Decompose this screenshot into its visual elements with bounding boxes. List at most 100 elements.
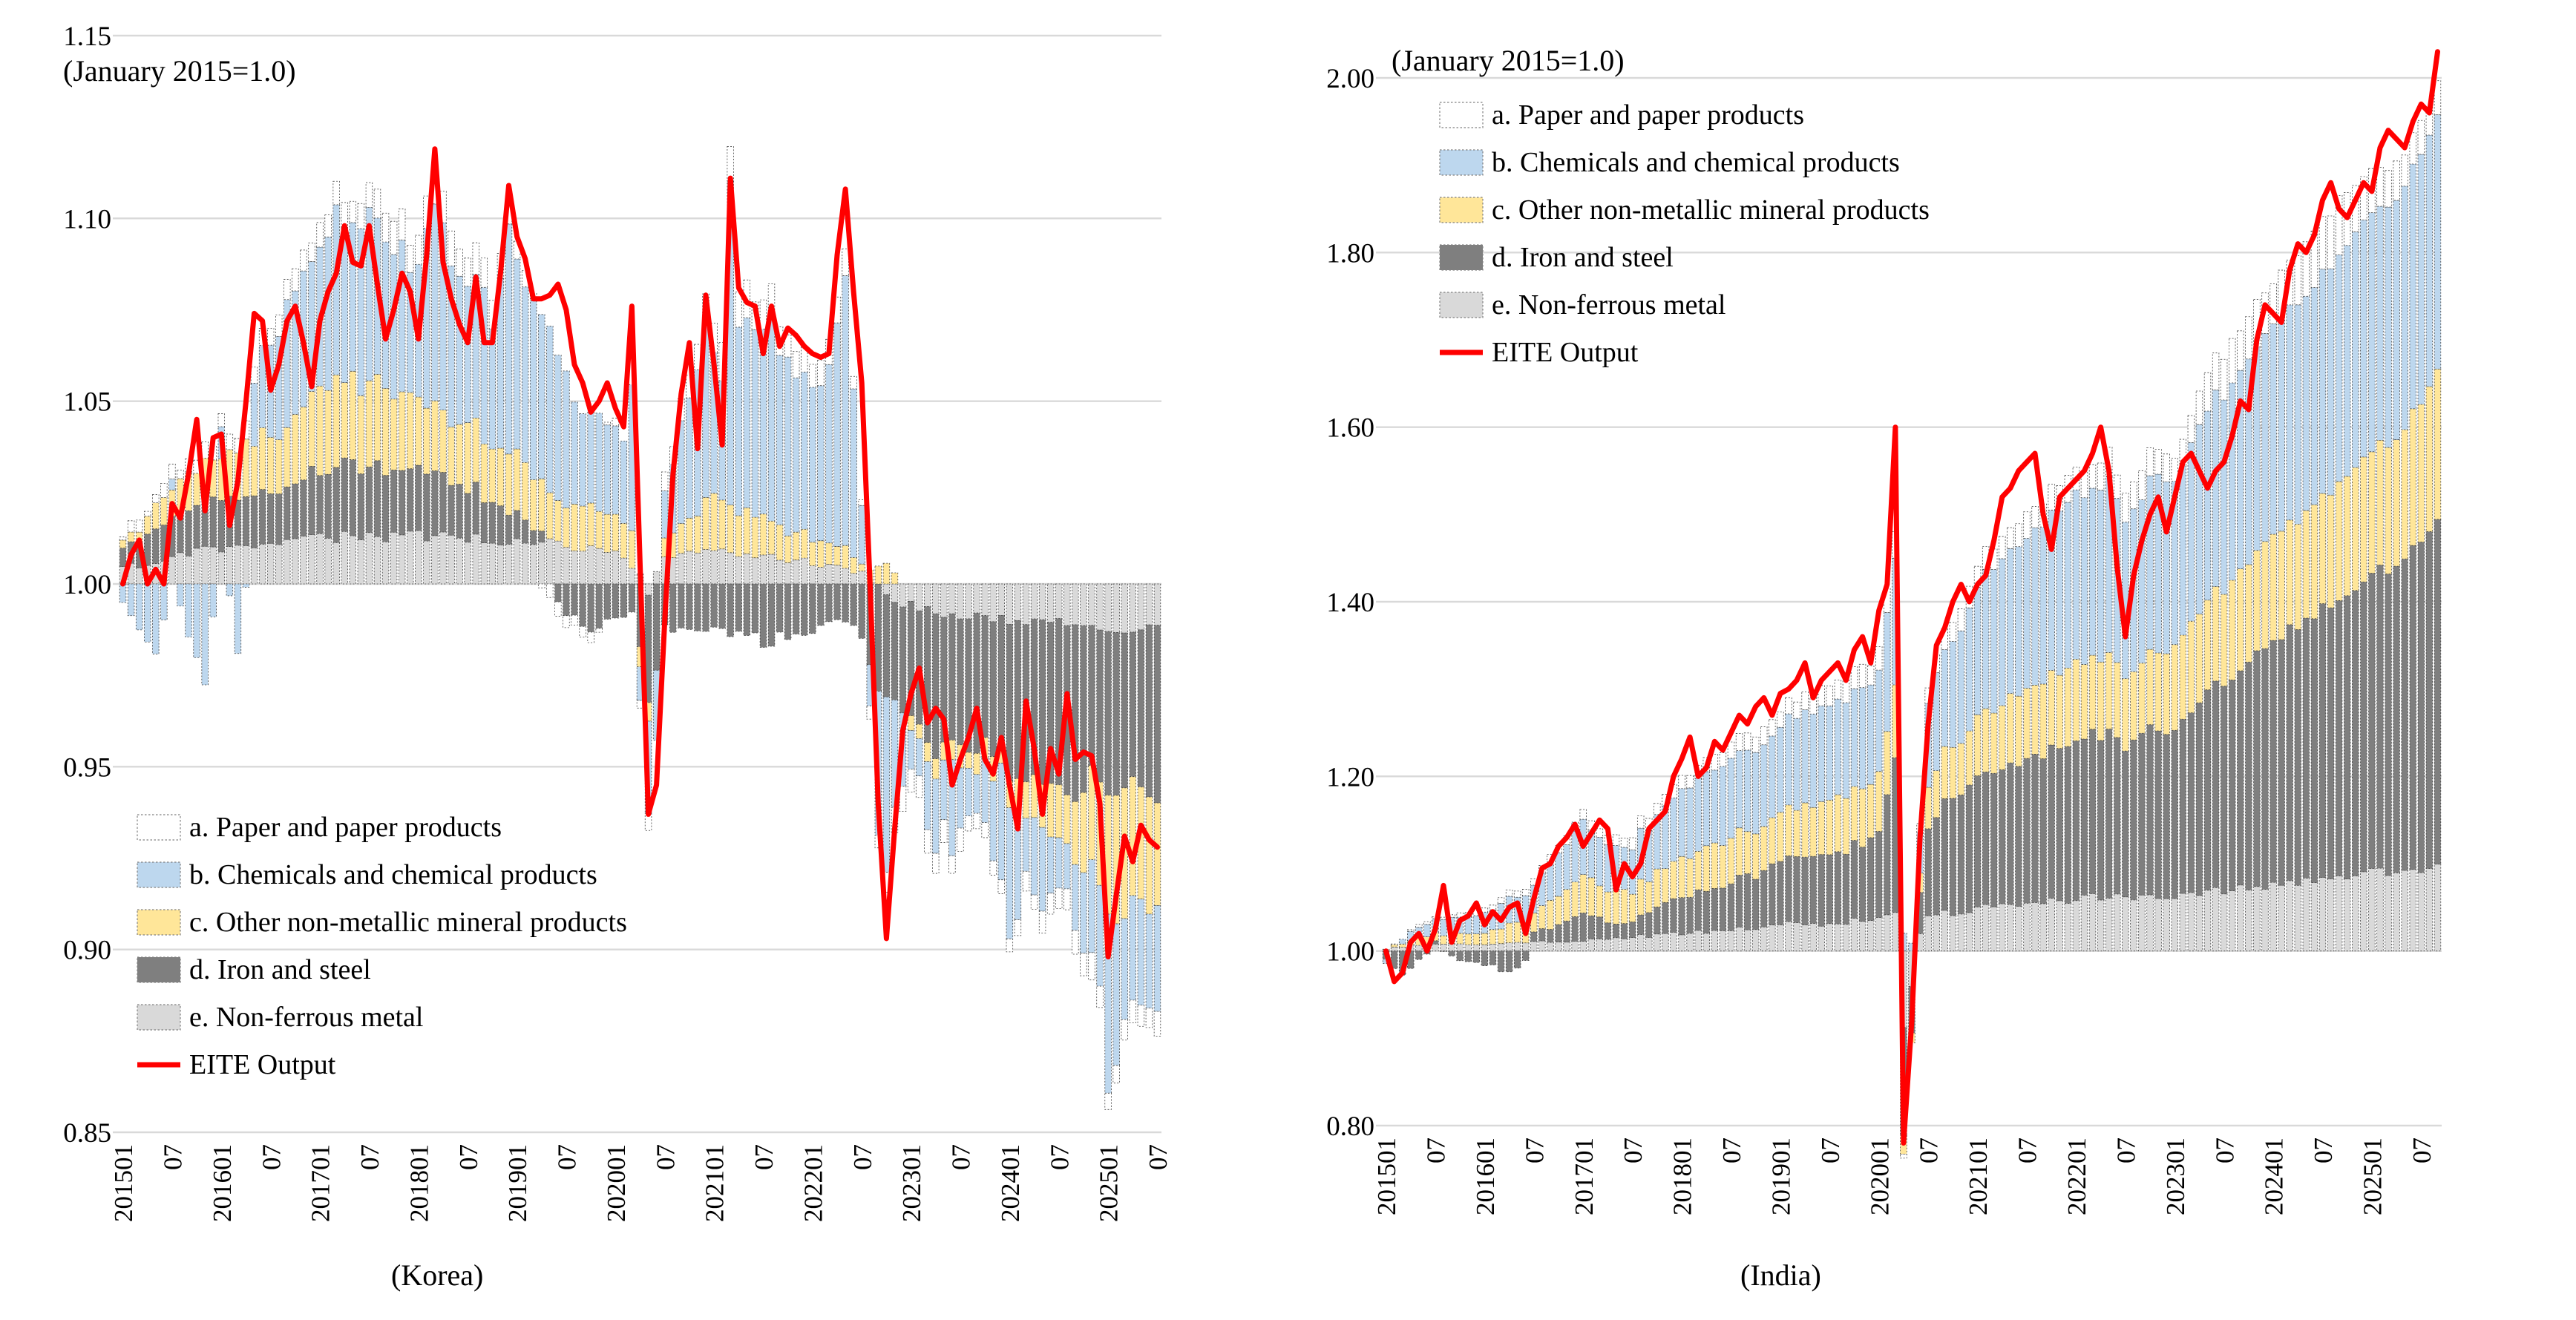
bar-segment-b xyxy=(2203,410,2212,601)
bar-segment-d xyxy=(1522,950,1530,961)
bar-segment-e xyxy=(1769,925,1776,952)
bar-segment-d xyxy=(480,502,488,543)
bar-segment-e xyxy=(620,557,628,585)
bar-segment-c xyxy=(1670,861,1677,899)
bar-segment-e xyxy=(1678,934,1685,952)
bar-segment-e xyxy=(579,551,586,585)
bar-segment-b xyxy=(579,413,586,507)
bar-segment-b xyxy=(2138,499,2146,664)
bar-segment-c xyxy=(152,502,160,530)
bar-segment-b xyxy=(2146,475,2154,650)
bar-segment-c xyxy=(825,542,833,565)
bar-segment-e xyxy=(1990,906,1998,952)
bar-segment-d xyxy=(1801,856,1809,925)
bar-segment-d xyxy=(718,583,726,629)
bar-segment-e xyxy=(1751,929,1760,952)
bar-segment-c xyxy=(792,531,800,561)
bar-segment-e xyxy=(1743,929,1751,952)
y-axis-label: 1.80 xyxy=(1326,238,1374,269)
bar-segment-b xyxy=(973,774,980,814)
bar-segment-b xyxy=(858,505,865,565)
bar-segment-c xyxy=(472,418,479,483)
bar-segment-e xyxy=(595,548,603,585)
bar-segment-b xyxy=(2163,482,2170,654)
bar-segment-e xyxy=(1121,583,1128,634)
bar-segment-d xyxy=(1678,897,1685,936)
bar-segment-a xyxy=(612,418,620,427)
bar-segment-e xyxy=(965,583,972,620)
bar-segment-d xyxy=(1620,923,1628,939)
bar-segment-a xyxy=(2327,215,2335,269)
bar-segment-a xyxy=(472,242,479,275)
bar-segment-d xyxy=(529,530,537,545)
bar-segment-d xyxy=(1604,922,1612,940)
bar-segment-e xyxy=(464,542,471,585)
bar-segment-e xyxy=(1129,583,1136,633)
bar-segment-a xyxy=(415,234,422,265)
bar-segment-c xyxy=(266,437,275,494)
bar-segment-a xyxy=(1711,754,1719,771)
bar-segment-a xyxy=(2015,523,2022,548)
bar-segment-e xyxy=(407,531,414,585)
bar-segment-e xyxy=(2023,902,2031,952)
bar-segment-e xyxy=(973,583,980,614)
bar-segment-a xyxy=(1080,953,1087,976)
bar-segment-d xyxy=(2138,732,2146,896)
bar-segment-d xyxy=(513,510,521,539)
bar-segment-e xyxy=(1014,583,1022,621)
bar-segment-d xyxy=(1530,931,1538,942)
bar-segment-b xyxy=(1678,788,1685,857)
bar-segment-b xyxy=(193,583,200,658)
bar-segment-e xyxy=(505,544,513,585)
bar-segment-a xyxy=(2138,470,2146,500)
bar-segment-a xyxy=(1112,1065,1120,1084)
bar-segment-e xyxy=(1505,942,1513,952)
bar-segment-a xyxy=(571,614,578,625)
legend-label-line: EITE Output xyxy=(189,1049,336,1080)
bar-segment-d xyxy=(2261,648,2269,890)
bar-segment-e xyxy=(751,557,759,585)
bar-segment-a xyxy=(1505,890,1513,897)
bar-segment-d xyxy=(2245,661,2252,891)
bar-segment-e xyxy=(2039,903,2047,952)
bar-segment-d xyxy=(266,493,275,544)
bar-segment-d xyxy=(332,467,340,543)
bar-segment-c xyxy=(1612,890,1620,925)
bar-segment-d xyxy=(381,475,390,542)
bar-segment-a xyxy=(1423,921,1431,925)
bar-segment-e xyxy=(1072,583,1079,625)
bar-segment-a xyxy=(2154,449,2162,475)
bar-segment-e xyxy=(365,532,373,585)
y-axis-label: 1.40 xyxy=(1326,588,1374,618)
bar-segment-a xyxy=(899,786,907,812)
bar-segment-c xyxy=(1398,943,1406,948)
bar-segment-a xyxy=(784,334,792,358)
bar-segment-c xyxy=(1686,858,1694,898)
bar-segment-a xyxy=(1834,680,1842,700)
bar-segment-a xyxy=(2122,493,2129,523)
bar-segment-c xyxy=(2261,541,2269,649)
bar-segment-e xyxy=(2015,905,2022,952)
bar-segment-d xyxy=(2253,650,2261,887)
bar-segment-e xyxy=(177,552,184,585)
bar-segment-e xyxy=(833,565,841,585)
bar-segment-d xyxy=(1990,772,1998,907)
bar-segment-d xyxy=(1686,896,1694,934)
bar-segment-e xyxy=(316,533,324,585)
bar-segment-e xyxy=(801,557,808,585)
korea-chart-title: (January 2015=1.0) xyxy=(63,54,296,88)
x-axis-label: 07 xyxy=(553,1144,582,1170)
bar-segment-e xyxy=(1636,934,1645,952)
bar-segment-c xyxy=(357,395,365,475)
bar-segment-e xyxy=(201,545,209,585)
bar-segment-c xyxy=(1999,705,2006,770)
bar-segment-c xyxy=(407,392,414,470)
bar-segment-b xyxy=(2302,295,2310,511)
bar-segment-b xyxy=(1440,919,1447,936)
legend-swatch-a xyxy=(1439,102,1484,128)
bar-segment-a xyxy=(579,625,586,638)
bar-segment-d xyxy=(2203,689,2212,891)
bar-segment-d xyxy=(2031,754,2039,903)
bar-segment-b xyxy=(2393,200,2400,440)
bar-segment-b xyxy=(1957,630,1965,744)
